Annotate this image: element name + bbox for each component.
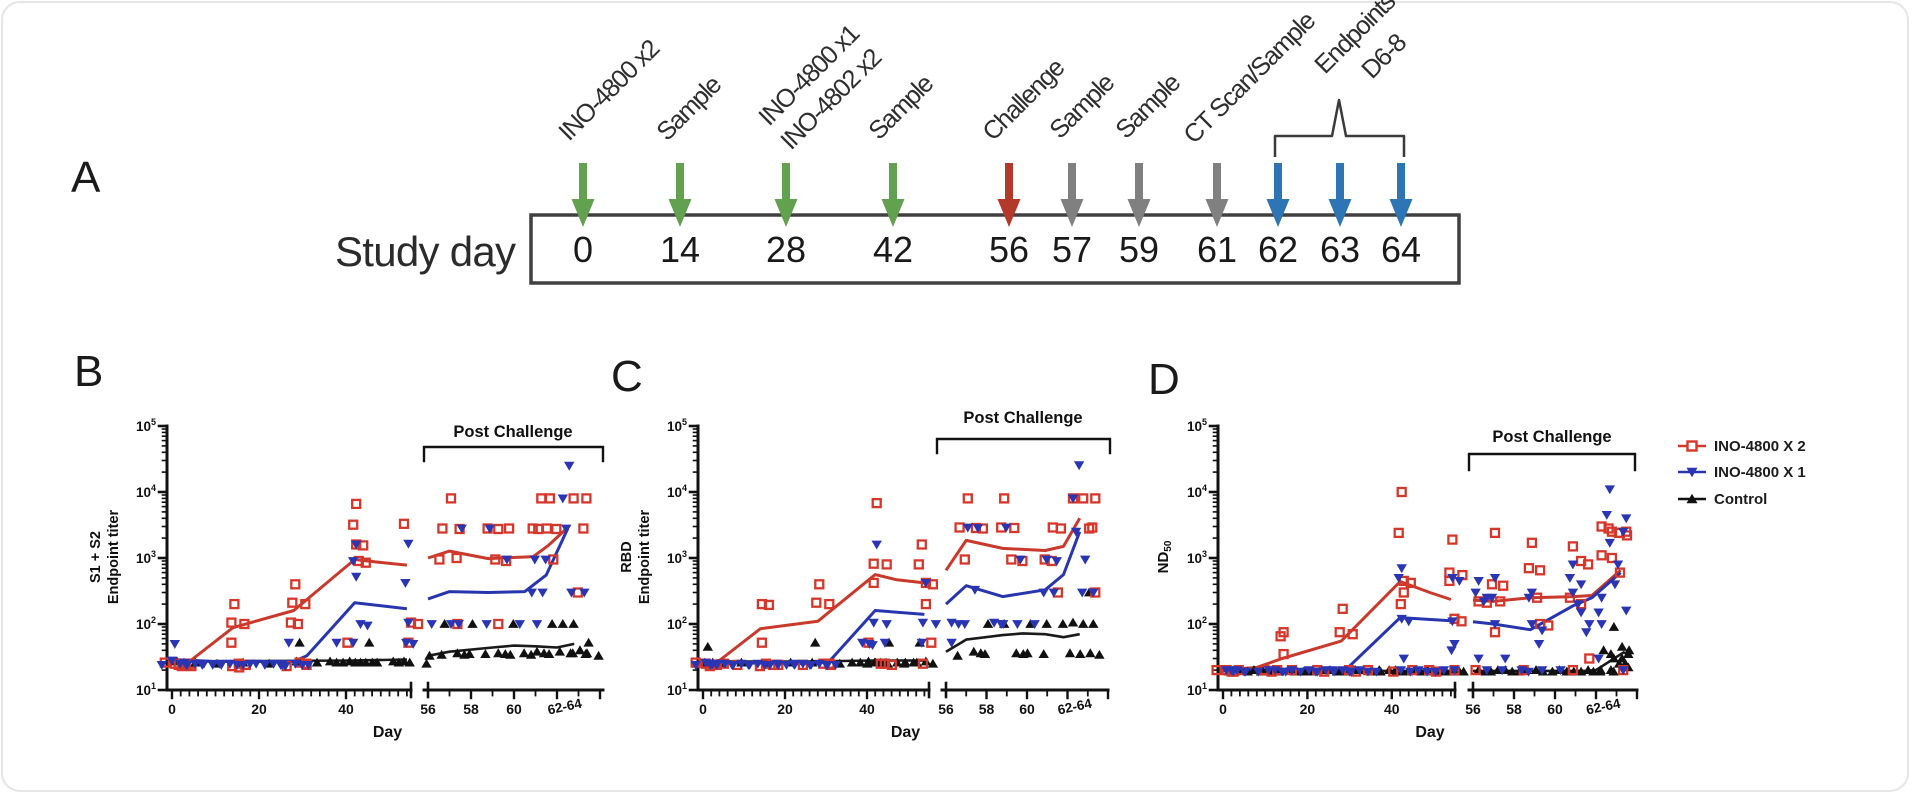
- svg-text:40: 40: [859, 701, 875, 717]
- svg-text:0: 0: [573, 229, 593, 270]
- svg-text:61: 61: [1197, 229, 1237, 270]
- svg-text:42: 42: [873, 229, 913, 270]
- svg-text:104: 104: [667, 483, 687, 500]
- svg-text:Post Challenge: Post Challenge: [1492, 428, 1611, 446]
- svg-text:58: 58: [1506, 701, 1522, 717]
- svg-text:0: 0: [699, 701, 707, 717]
- svg-text:S1 + S2: S1 + S2: [88, 531, 104, 583]
- svg-text:101: 101: [1187, 681, 1207, 698]
- svg-text:Sample: Sample: [1110, 68, 1186, 144]
- svg-text:60: 60: [1019, 701, 1035, 717]
- svg-text:C: C: [611, 352, 643, 401]
- svg-text:ND50: ND50: [1155, 540, 1174, 573]
- svg-text:104: 104: [1187, 483, 1207, 500]
- svg-text:14: 14: [660, 229, 700, 270]
- svg-text:B: B: [74, 347, 103, 396]
- svg-text:INO-4800 X 1: INO-4800 X 1: [1714, 464, 1806, 481]
- svg-text:Sample: Sample: [863, 69, 939, 145]
- svg-text:58: 58: [979, 701, 995, 717]
- svg-text:Day: Day: [1415, 724, 1444, 741]
- svg-text:102: 102: [667, 615, 687, 632]
- svg-text:Study day: Study day: [335, 228, 516, 275]
- svg-text:56: 56: [938, 701, 954, 717]
- svg-text:56: 56: [1465, 701, 1481, 717]
- svg-text:101: 101: [136, 681, 156, 698]
- svg-text:105: 105: [136, 417, 156, 434]
- svg-text:0: 0: [168, 701, 176, 717]
- svg-text:Endpoint titer: Endpoint titer: [106, 510, 122, 605]
- svg-text:D: D: [1148, 355, 1180, 404]
- svg-text:105: 105: [667, 417, 687, 434]
- svg-text:104: 104: [136, 483, 156, 500]
- svg-text:Post Challenge: Post Challenge: [963, 409, 1082, 427]
- svg-text:Control: Control: [1714, 491, 1767, 508]
- svg-text:A: A: [71, 153, 101, 202]
- svg-text:56: 56: [989, 229, 1029, 270]
- svg-text:60: 60: [1547, 701, 1563, 717]
- svg-text:62-64: 62-64: [1056, 696, 1093, 718]
- svg-text:103: 103: [1187, 549, 1207, 566]
- svg-text:RBD: RBD: [619, 541, 635, 572]
- svg-text:60: 60: [506, 701, 522, 717]
- svg-text:103: 103: [667, 549, 687, 566]
- svg-text:58: 58: [463, 701, 479, 717]
- svg-text:102: 102: [136, 615, 156, 632]
- svg-text:64: 64: [1381, 229, 1421, 270]
- svg-text:101: 101: [667, 681, 687, 698]
- svg-text:20: 20: [1300, 701, 1316, 717]
- svg-text:Day: Day: [891, 724, 920, 741]
- svg-text:59: 59: [1119, 229, 1159, 270]
- svg-text:62-64: 62-64: [546, 696, 583, 718]
- svg-text:40: 40: [1384, 701, 1400, 717]
- svg-text:INO-4800 X 2: INO-4800 X 2: [1714, 438, 1806, 455]
- svg-text:40: 40: [338, 701, 354, 717]
- svg-text:103: 103: [136, 549, 156, 566]
- svg-text:20: 20: [777, 701, 793, 717]
- svg-text:57: 57: [1052, 229, 1092, 270]
- svg-text:62: 62: [1258, 229, 1298, 270]
- svg-text:CT Scan/Sample: CT Scan/Sample: [1178, 6, 1321, 149]
- svg-text:62-64: 62-64: [1585, 696, 1622, 718]
- svg-text:INO-4800 x2: INO-4800 x2: [553, 35, 664, 146]
- svg-text:102: 102: [1187, 615, 1207, 632]
- svg-text:63: 63: [1320, 229, 1360, 270]
- svg-text:Endpoint titer: Endpoint titer: [637, 510, 653, 605]
- svg-text:Day: Day: [373, 724, 402, 741]
- svg-text:0: 0: [1219, 701, 1227, 717]
- svg-text:20: 20: [251, 701, 267, 717]
- svg-text:Sample: Sample: [651, 70, 727, 146]
- svg-text:105: 105: [1187, 417, 1207, 434]
- svg-text:56: 56: [420, 701, 436, 717]
- svg-text:28: 28: [766, 229, 806, 270]
- svg-text:Post Challenge: Post Challenge: [453, 423, 572, 441]
